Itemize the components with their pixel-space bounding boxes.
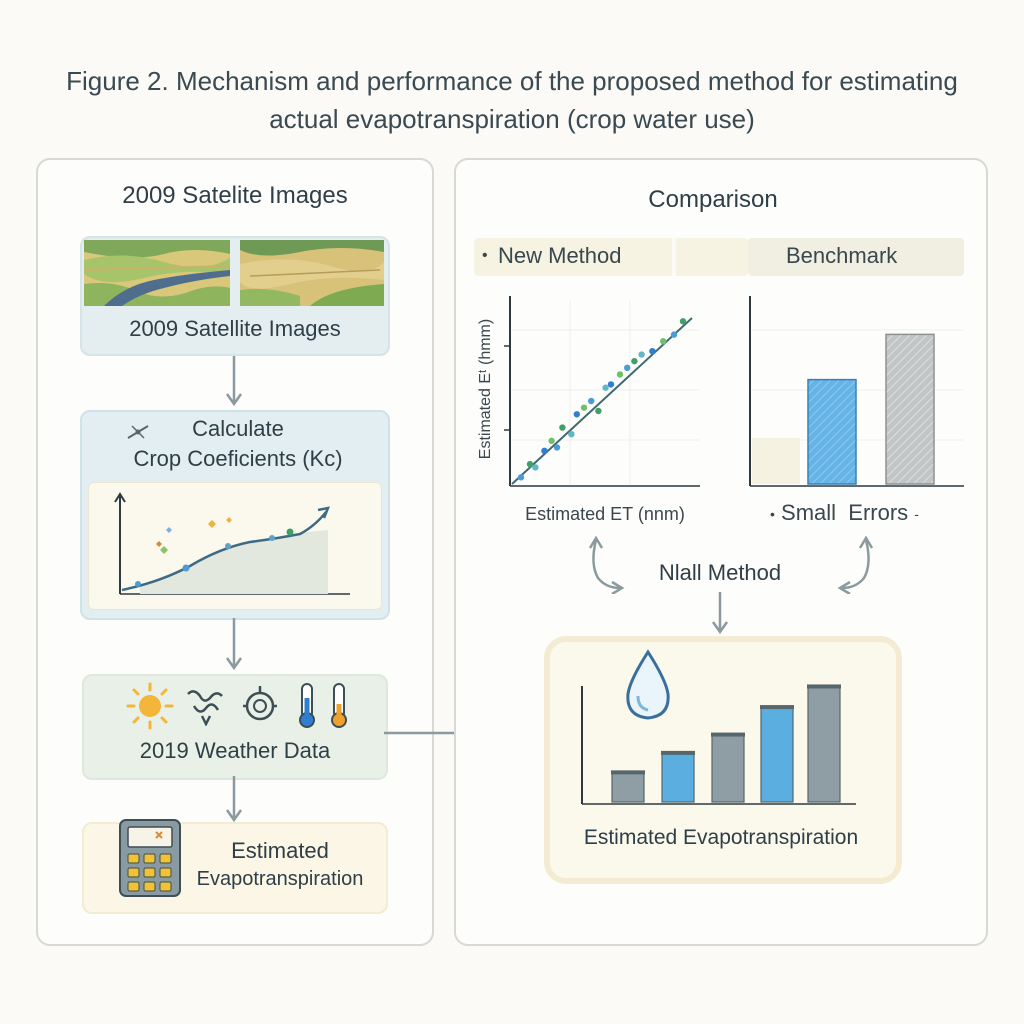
result-bar (807, 686, 841, 803)
tab-benchmark-label: Benchmark (786, 243, 898, 268)
weather-data-label: 2019 Weather Data (139, 738, 331, 763)
small-errors-label: Small Errors (781, 500, 909, 525)
scatter-point (580, 404, 588, 411)
scatter-point (679, 318, 687, 325)
arrow-down-icon (225, 776, 243, 823)
scatter-point (660, 338, 667, 345)
arrow-down-icon (225, 618, 243, 671)
scatter-point (602, 384, 609, 391)
satellite-image-1 (84, 240, 230, 306)
result-bar-cap (611, 770, 645, 775)
scatter-point (649, 348, 656, 355)
scatter-point (526, 460, 534, 468)
bar-new-method (807, 378, 857, 485)
left-panel-heading: 2009 Satelite Images (122, 182, 348, 209)
scatter-point (532, 464, 539, 471)
scatter-y-axis-label: Estimated Eᵗ (hmm) (477, 318, 494, 460)
scatter-point (616, 371, 624, 378)
scatter-point (568, 431, 575, 438)
kc-label-line2: Crop Coeficients (Kc) (133, 446, 343, 471)
arrow-down-icon (711, 592, 729, 635)
trend-line (511, 317, 693, 485)
arrow-down-icon (225, 356, 243, 407)
scatter-point (517, 474, 525, 481)
thermometer-blue-icon (299, 683, 315, 728)
result-label: Estimated Evapotranspiration (583, 826, 859, 849)
kc-label-line1: Calculate (192, 416, 284, 441)
scatter-point (548, 437, 555, 445)
figure-title: Figure 2. Mechanism and performance of t… (66, 66, 958, 134)
result-bar (760, 707, 794, 803)
scatter-point (670, 331, 678, 338)
output-label-line2: Evapotranspiration (196, 868, 364, 890)
curved-arrow-left-icon (588, 535, 625, 594)
result-bar-cap (711, 732, 745, 737)
scatter-point (588, 397, 595, 405)
curved-arrow-right-icon (837, 535, 874, 594)
scatter-point (573, 411, 580, 418)
result-bar-cap (661, 750, 695, 755)
result-bar (711, 734, 745, 803)
method-label: Nlall Method (658, 560, 782, 585)
satellite-icon (127, 425, 149, 439)
scatter-point (541, 447, 548, 454)
scatter-point (559, 424, 566, 431)
wind-icon (187, 690, 223, 726)
result-bar (661, 753, 695, 803)
water-drop-icon (626, 649, 670, 720)
gauge-icon (243, 686, 277, 721)
benchmark-bar-chart (749, 296, 964, 487)
scatter-point (553, 444, 561, 451)
scatter-x-axis-label: Estimated ET (nnm) (525, 504, 685, 524)
right-panel-heading: Comparison (648, 186, 778, 213)
result-bar (611, 772, 645, 803)
satellite-image-2 (240, 240, 384, 306)
scatter-point (624, 364, 631, 371)
scatter-point (595, 407, 602, 415)
bullet-left-icon: • (482, 247, 488, 264)
errors-label-row: • Small Errors - (770, 500, 970, 526)
thermometer-orange-icon (331, 683, 347, 728)
scatter-plot (504, 296, 700, 487)
scatter-point (638, 351, 645, 358)
bar-benchmark (885, 333, 935, 485)
tab-new-method-label: New Method (498, 243, 622, 268)
result-bar-cap (760, 705, 794, 710)
result-bar-cap (807, 684, 841, 689)
tab-new-method[interactable]: • New Method (474, 238, 748, 276)
sun-icon (126, 682, 174, 730)
output-label-line1: Estimated (231, 838, 329, 863)
tab-divider (672, 238, 676, 276)
result-bar-chart (581, 684, 856, 805)
calculator-icon (119, 819, 181, 897)
scatter-point (607, 381, 615, 388)
tab-benchmark[interactable]: Benchmark (748, 238, 964, 276)
satellite-images-label: 2009 Satellite Images (129, 316, 341, 341)
scatter-point (631, 357, 638, 365)
bullet-left-icon: • (770, 506, 775, 523)
kc-curve-chart (114, 492, 350, 595)
bullet-right-icon: - (914, 506, 919, 523)
